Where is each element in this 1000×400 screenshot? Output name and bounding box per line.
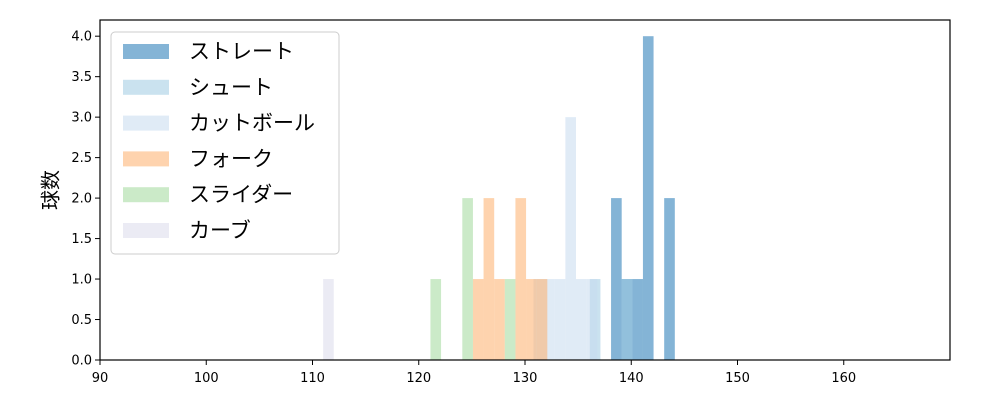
x-tick-label: 160 — [831, 371, 856, 386]
histogram-bar — [526, 279, 537, 360]
histogram-bar — [664, 198, 675, 360]
legend-label: スライダー — [189, 183, 293, 207]
histogram-bar — [430, 279, 442, 360]
legend-label: フォーク — [189, 147, 273, 171]
legend-swatch — [123, 115, 169, 131]
histogram-bar — [504, 279, 516, 360]
legend-swatch — [123, 44, 169, 59]
y-tick-label: 0.0 — [71, 354, 92, 369]
x-tick-label: 100 — [194, 371, 219, 386]
legend-swatch — [123, 187, 169, 203]
histogram-bar — [536, 279, 548, 360]
histogram-bar — [515, 198, 527, 360]
y-axis: 0.0 0.5 1.0 1.5 2.0 2.5 3.0 3.5 4.0 — [71, 30, 100, 369]
histogram-bar — [642, 36, 654, 360]
y-tick-label: 4.0 — [71, 30, 92, 45]
y-tick-label: 2.0 — [71, 192, 92, 207]
histogram-bar — [576, 279, 587, 360]
histogram-bar — [554, 279, 566, 360]
y-tick-label: 3.5 — [71, 70, 92, 85]
bars-layer — [323, 36, 675, 361]
histogram-bar — [494, 279, 505, 360]
x-tick-label: 90 — [92, 371, 109, 386]
histogram-bar — [621, 279, 633, 360]
x-axis: 90 100 110 120 130 140 150 160 — [92, 360, 856, 386]
x-tick-label: 110 — [300, 371, 325, 386]
histogram-bar — [472, 279, 484, 360]
legend-swatch — [123, 79, 169, 95]
histogram-bar — [544, 279, 555, 360]
histogram-bar — [565, 117, 576, 361]
histogram-bar — [611, 198, 622, 360]
histogram-bar — [483, 198, 495, 360]
y-tick-label: 1.0 — [71, 273, 92, 288]
x-tick-label: 130 — [513, 371, 538, 386]
histogram-bar — [586, 279, 598, 360]
histogram-bar — [323, 279, 334, 360]
legend-swatch — [123, 223, 169, 238]
y-tick-label: 0.5 — [71, 313, 92, 328]
x-tick-label: 120 — [406, 371, 431, 386]
legend-label: ストレート — [189, 40, 294, 64]
y-tick-label: 1.5 — [71, 232, 92, 247]
y-tick-label: 3.0 — [71, 111, 92, 126]
legend-label: カーブ — [189, 219, 251, 243]
histogram-bar — [632, 279, 643, 360]
x-tick-label: 150 — [725, 371, 750, 386]
legend-label: カットボール — [189, 111, 315, 135]
legend-swatch — [123, 151, 169, 167]
x-tick-label: 140 — [619, 371, 644, 386]
y-axis-label: 球数 — [39, 170, 63, 210]
y-tick-label: 2.5 — [71, 151, 92, 166]
legend-label: シュート — [189, 75, 273, 99]
histogram-bar — [462, 198, 473, 360]
